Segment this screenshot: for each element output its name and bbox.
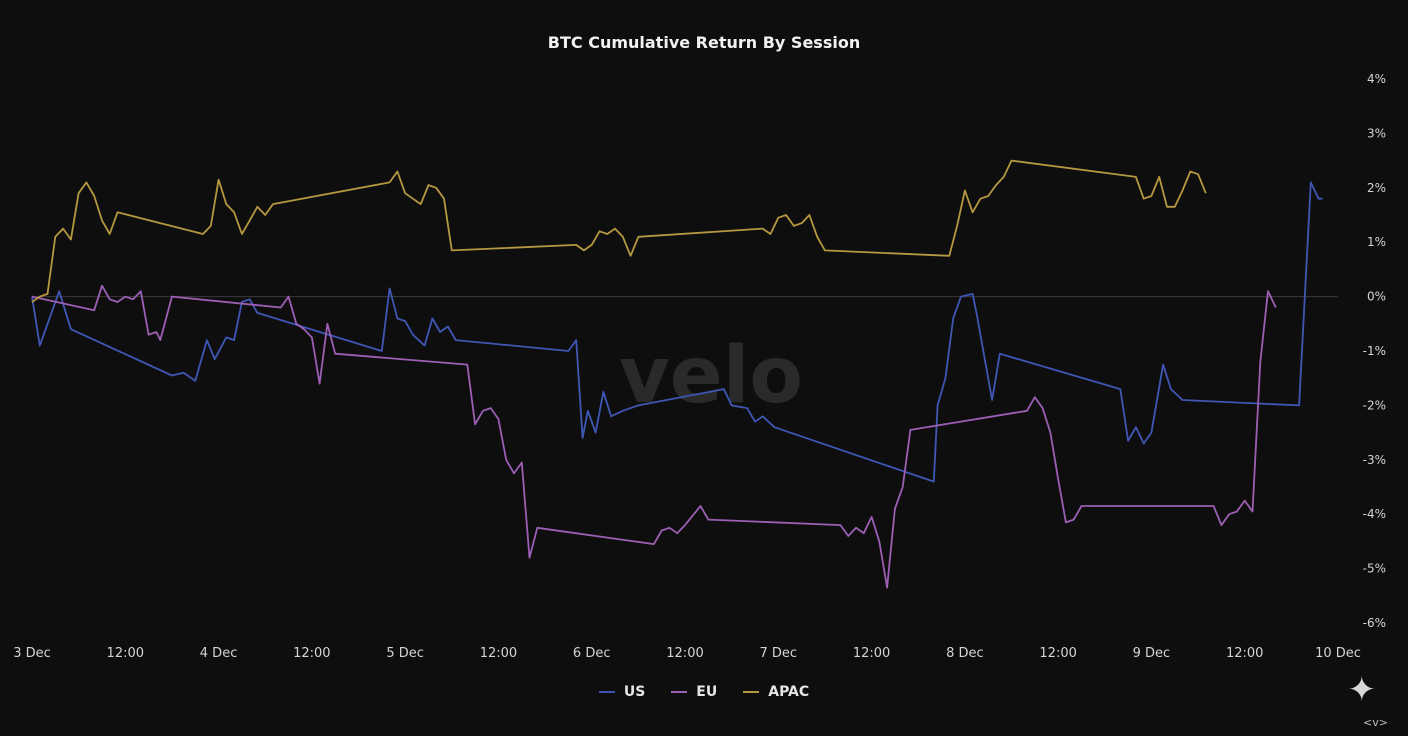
legend-label-eu: EU [696, 684, 718, 700]
legend-swatch-apac [743, 691, 760, 693]
y-tick-label: 2% [1367, 181, 1386, 195]
y-tick-label: 4% [1367, 72, 1386, 86]
x-tick-label: 3 Dec [13, 646, 51, 661]
x-tick-label: 6 Dec [573, 646, 611, 661]
legend-item-eu[interactable]: EU [671, 684, 717, 700]
x-tick-label: 7 Dec [760, 646, 798, 661]
legend-swatch-eu [671, 691, 688, 693]
x-tick-label: 4 Dec [200, 646, 238, 661]
x-tick-label: 12:00 [853, 646, 890, 661]
y-tick-label: -5% [1363, 562, 1386, 576]
x-tick-label: 12:00 [480, 646, 517, 661]
legend-swatch-us [598, 691, 615, 693]
x-tick-label: 8 Dec [946, 646, 984, 661]
sparkle-icon: ✦ [1347, 670, 1377, 710]
x-tick-label: 12:00 [1226, 646, 1263, 661]
y-tick-label: 3% [1367, 126, 1386, 140]
x-tick-label: 10 Dec [1315, 646, 1361, 661]
y-tick-label: -6% [1363, 616, 1386, 630]
legend-item-apac[interactable]: APAC [743, 684, 809, 700]
legend-item-us[interactable]: US [598, 684, 646, 700]
chart-legend: US EU APAC [0, 684, 1408, 700]
chart-title: BTC Cumulative Return By Session [547, 33, 861, 52]
y-tick-label: 0% [1367, 290, 1386, 304]
x-tick-label: 12:00 [666, 646, 703, 661]
y-tick-label: -1% [1363, 344, 1386, 358]
y-tick-label: -4% [1363, 507, 1386, 521]
x-tick-label: 12:00 [1039, 646, 1076, 661]
x-tick-label: 12:00 [293, 646, 330, 661]
corner-glyphs: <v> [1363, 716, 1388, 729]
y-tick-label: -2% [1363, 398, 1386, 412]
series-line-apac [31, 159, 1207, 303]
watermark: velo [619, 331, 803, 421]
x-tick-label: 5 Dec [386, 646, 424, 661]
series-line-eu [31, 284, 1277, 589]
y-tick-label: -3% [1363, 453, 1386, 467]
legend-label-apac: APAC [768, 684, 810, 700]
series-line-us [31, 181, 1323, 483]
y-tick-label: 1% [1367, 235, 1386, 249]
legend-label-us: US [623, 684, 646, 700]
x-tick-label: 9 Dec [1133, 646, 1171, 661]
x-tick-label: 12:00 [107, 646, 144, 661]
